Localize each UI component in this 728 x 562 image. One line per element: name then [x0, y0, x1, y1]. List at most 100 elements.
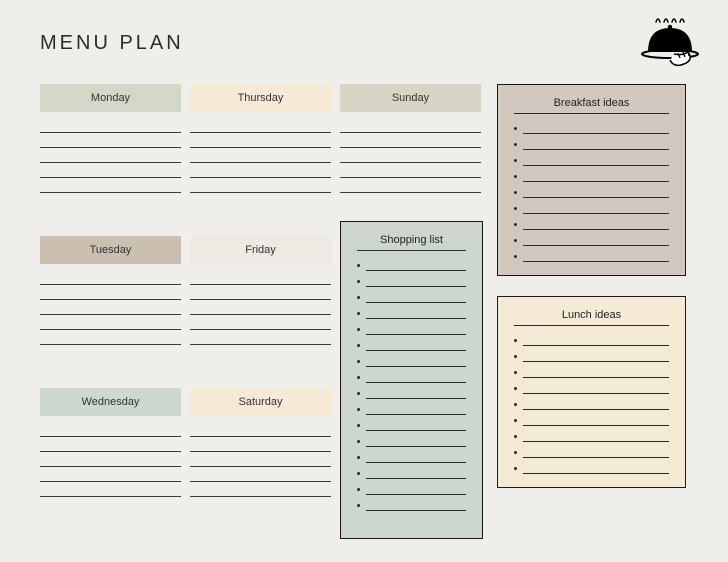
bullet-line[interactable]: [357, 255, 466, 271]
write-line[interactable]: [340, 133, 481, 148]
write-line[interactable]: [523, 261, 669, 262]
write-line[interactable]: [40, 148, 181, 163]
write-line[interactable]: [523, 473, 669, 474]
write-line[interactable]: [40, 482, 181, 497]
write-line[interactable]: [190, 467, 331, 482]
bullet-line[interactable]: [514, 442, 669, 458]
bullet-line[interactable]: [357, 431, 466, 447]
day-lines[interactable]: [340, 112, 481, 193]
write-line[interactable]: [40, 422, 181, 437]
write-line[interactable]: [523, 425, 669, 426]
write-line[interactable]: [523, 457, 669, 458]
day-lines[interactable]: [40, 112, 181, 193]
panel-bullet-list[interactable]: [341, 251, 482, 523]
write-line[interactable]: [523, 245, 669, 246]
write-line[interactable]: [40, 467, 181, 482]
write-line[interactable]: [366, 510, 466, 511]
day-lines[interactable]: [40, 264, 181, 345]
bullet-line[interactable]: [357, 287, 466, 303]
write-line[interactable]: [366, 350, 466, 351]
panel-bullet-list[interactable]: [498, 114, 685, 274]
write-line[interactable]: [190, 315, 331, 330]
write-line[interactable]: [40, 133, 181, 148]
write-line[interactable]: [40, 437, 181, 452]
bullet-line[interactable]: [357, 351, 466, 367]
write-line[interactable]: [366, 302, 466, 303]
write-line[interactable]: [190, 270, 331, 285]
write-line[interactable]: [340, 178, 481, 193]
bullet-line[interactable]: [514, 198, 669, 214]
write-line[interactable]: [366, 366, 466, 367]
write-line[interactable]: [340, 148, 481, 163]
bullet-line[interactable]: [514, 426, 669, 442]
write-line[interactable]: [190, 437, 331, 452]
write-line[interactable]: [523, 181, 669, 182]
bullet-line[interactable]: [357, 447, 466, 463]
write-line[interactable]: [190, 148, 331, 163]
write-line[interactable]: [340, 118, 481, 133]
write-line[interactable]: [366, 382, 466, 383]
panel-bullet-list[interactable]: [498, 326, 685, 486]
write-line[interactable]: [190, 133, 331, 148]
bullet-line[interactable]: [514, 330, 669, 346]
write-line[interactable]: [366, 478, 466, 479]
write-line[interactable]: [340, 163, 481, 178]
bullet-line[interactable]: [357, 463, 466, 479]
write-line[interactable]: [40, 178, 181, 193]
write-line[interactable]: [523, 393, 669, 394]
bullet-line[interactable]: [514, 362, 669, 378]
day-lines[interactable]: [190, 264, 331, 345]
write-line[interactable]: [523, 197, 669, 198]
write-line[interactable]: [366, 270, 466, 271]
write-line[interactable]: [366, 462, 466, 463]
write-line[interactable]: [190, 330, 331, 345]
bullet-line[interactable]: [514, 118, 669, 134]
write-line[interactable]: [40, 300, 181, 315]
bullet-line[interactable]: [357, 367, 466, 383]
day-lines[interactable]: [190, 112, 331, 193]
bullet-line[interactable]: [357, 335, 466, 351]
bullet-line[interactable]: [357, 399, 466, 415]
bullet-line[interactable]: [357, 495, 466, 511]
write-line[interactable]: [40, 270, 181, 285]
write-line[interactable]: [523, 165, 669, 166]
write-line[interactable]: [40, 285, 181, 300]
write-line[interactable]: [523, 229, 669, 230]
write-line[interactable]: [190, 300, 331, 315]
write-line[interactable]: [40, 315, 181, 330]
bullet-line[interactable]: [357, 271, 466, 287]
write-line[interactable]: [523, 409, 669, 410]
write-line[interactable]: [190, 285, 331, 300]
write-line[interactable]: [40, 118, 181, 133]
bullet-line[interactable]: [514, 458, 669, 474]
bullet-line[interactable]: [514, 150, 669, 166]
bullet-line[interactable]: [514, 246, 669, 262]
write-line[interactable]: [523, 345, 669, 346]
write-line[interactable]: [190, 482, 331, 497]
bullet-line[interactable]: [514, 410, 669, 426]
write-line[interactable]: [366, 286, 466, 287]
write-line[interactable]: [523, 213, 669, 214]
write-line[interactable]: [366, 398, 466, 399]
write-line[interactable]: [40, 163, 181, 178]
write-line[interactable]: [523, 133, 669, 134]
write-line[interactable]: [366, 414, 466, 415]
write-line[interactable]: [523, 441, 669, 442]
write-line[interactable]: [190, 452, 331, 467]
bullet-line[interactable]: [514, 394, 669, 410]
bullet-line[interactable]: [357, 479, 466, 495]
write-line[interactable]: [366, 318, 466, 319]
bullet-line[interactable]: [514, 182, 669, 198]
write-line[interactable]: [523, 377, 669, 378]
bullet-line[interactable]: [514, 166, 669, 182]
write-line[interactable]: [190, 178, 331, 193]
bullet-line[interactable]: [357, 319, 466, 335]
bullet-line[interactable]: [357, 383, 466, 399]
write-line[interactable]: [523, 361, 669, 362]
day-lines[interactable]: [190, 416, 331, 497]
write-line[interactable]: [190, 422, 331, 437]
write-line[interactable]: [190, 118, 331, 133]
bullet-line[interactable]: [357, 303, 466, 319]
bullet-line[interactable]: [357, 415, 466, 431]
write-line[interactable]: [366, 334, 466, 335]
